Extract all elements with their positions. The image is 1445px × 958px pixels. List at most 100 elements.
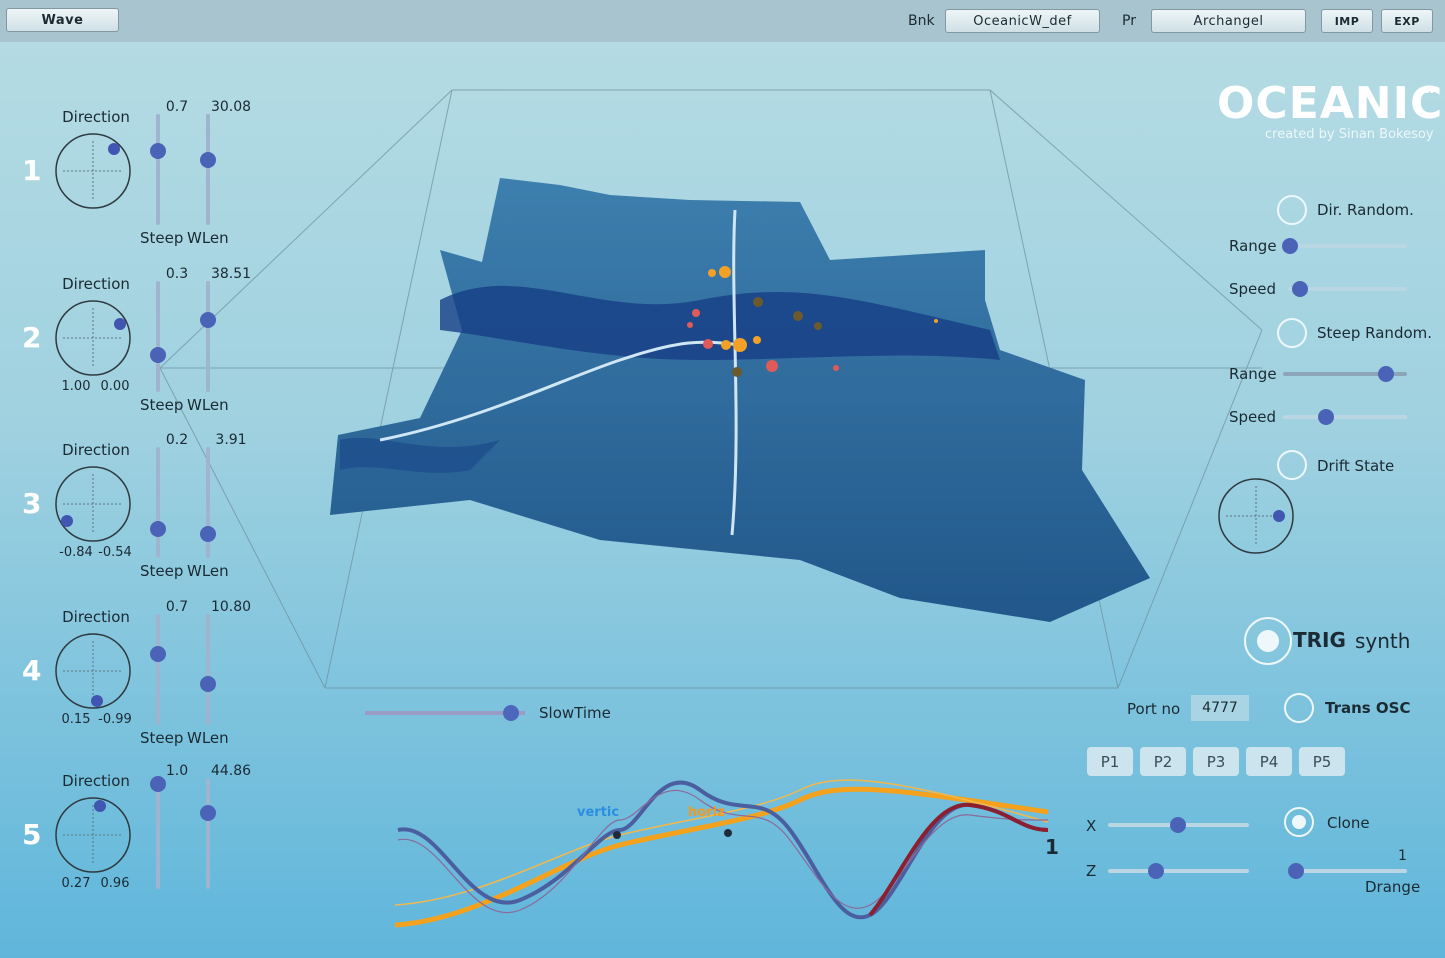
export-button[interactable]: EXP	[1381, 9, 1433, 33]
steep-label: Steep	[140, 729, 184, 747]
wlen-value: 44.86	[210, 763, 252, 779]
bank-dropdown[interactable]: OceanicW_def	[945, 9, 1100, 33]
wlen-slider-handle[interactable]	[200, 526, 216, 542]
clone-toggle-dot[interactable]	[1292, 815, 1306, 829]
slowtime-label: SlowTime	[539, 704, 611, 722]
curve-index: 1	[1045, 835, 1059, 859]
synth-label: synth	[1355, 629, 1411, 653]
preset-button[interactable]: P1	[1087, 747, 1133, 776]
steep-value: 0.2	[165, 432, 189, 448]
wlen-label: WLen	[187, 396, 229, 414]
steep-value: 1.0	[165, 763, 189, 779]
trig-button[interactable]	[1244, 617, 1292, 665]
steep-slider-handle[interactable]	[150, 776, 166, 792]
preset-dropdown[interactable]: Archangel	[1151, 9, 1306, 33]
vertic-label: vertic	[577, 805, 620, 820]
wlen-value: 38.51	[210, 266, 252, 282]
trans-osc-toggle[interactable]	[1284, 693, 1314, 723]
direction-dial[interactable]	[55, 466, 131, 542]
bank-label: Bnk	[908, 13, 935, 29]
steep-range-slider-handle[interactable]	[1378, 366, 1394, 382]
wlen-slider-handle[interactable]	[200, 312, 216, 328]
wlen-label: WLen	[187, 562, 229, 580]
direction-dial-dot[interactable]	[94, 800, 106, 812]
direction-x: -0.84	[59, 545, 93, 560]
port-label: Port no	[1127, 700, 1181, 718]
direction-x: 0.15	[61, 712, 91, 727]
preset-button[interactable]: P5	[1299, 747, 1345, 776]
z-slider-handle[interactable]	[1148, 863, 1164, 879]
drange-slider-handle[interactable]	[1288, 863, 1304, 879]
steep-value: 0.3	[165, 266, 189, 282]
wlen-slider-handle[interactable]	[200, 676, 216, 692]
wireframe	[159, 89, 1263, 689]
import-button[interactable]: IMP	[1321, 9, 1373, 33]
steep-random-label: Steep Random.	[1317, 324, 1433, 342]
direction-label: Direction	[62, 108, 130, 126]
direction-y: -0.99	[98, 712, 132, 727]
drift-dial-dot[interactable]	[1273, 510, 1285, 522]
logo-superscript: w	[1424, 82, 1436, 96]
horiz-label: horiz	[688, 805, 725, 820]
preset-button[interactable]: P2	[1140, 747, 1186, 776]
clone-label: Clone	[1327, 814, 1370, 832]
steep-slider-handle[interactable]	[150, 143, 166, 159]
direction-y: 0.00	[100, 379, 130, 394]
direction-dial-dot[interactable]	[91, 695, 103, 707]
steep-slider-handle[interactable]	[150, 646, 166, 662]
dir-speed-slider-handle[interactable]	[1292, 281, 1308, 297]
dir-range-slider-handle[interactable]	[1282, 238, 1298, 254]
drange-value: 1	[1398, 848, 1407, 864]
wlen-slider-handle[interactable]	[200, 805, 216, 821]
direction-dial-dot[interactable]	[108, 143, 120, 155]
direction-y: 0.96	[100, 876, 130, 891]
wlen-value: 3.91	[215, 432, 247, 448]
wlen-value: 30.08	[210, 99, 252, 115]
x-slider-handle[interactable]	[1170, 817, 1186, 833]
wave-number: 5	[22, 818, 42, 851]
speed-label: Speed	[1229, 280, 1277, 298]
steep-slider-handle[interactable]	[150, 347, 166, 363]
direction-dial-dot[interactable]	[61, 515, 73, 527]
drift-dial[interactable]	[1218, 478, 1294, 554]
direction-dial[interactable]	[55, 300, 131, 376]
direction-dial-dot[interactable]	[114, 318, 126, 330]
wave-number: 1	[22, 154, 42, 187]
direction-label: Direction	[62, 441, 130, 459]
steep-slider-handle[interactable]	[150, 521, 166, 537]
steep-label: Steep	[140, 562, 184, 580]
steep-value: 0.7	[165, 99, 189, 115]
dir-random-toggle[interactable]	[1277, 195, 1307, 225]
direction-dial[interactable]	[55, 797, 131, 873]
steep-random-toggle[interactable]	[1277, 318, 1307, 348]
direction-dial[interactable]	[55, 633, 131, 709]
preset-label: Pr	[1122, 13, 1136, 29]
direction-label: Direction	[62, 772, 130, 790]
port-field[interactable]: 4777	[1191, 695, 1249, 721]
direction-label: Direction	[62, 275, 130, 293]
trig-button-dot[interactable]	[1257, 630, 1279, 652]
trans-osc-label: Trans OSC	[1325, 699, 1411, 717]
drift-state-label: Drift State	[1317, 457, 1395, 475]
trajectory-curves	[394, 779, 1049, 928]
steep-value: 0.7	[165, 599, 189, 615]
preset-button[interactable]: P3	[1193, 747, 1239, 776]
dir-random-label: Dir. Random.	[1317, 201, 1414, 219]
preset-button[interactable]: P4	[1246, 747, 1292, 776]
range-label: Range	[1229, 237, 1277, 255]
slowtime-slider[interactable]	[365, 705, 525, 721]
direction-x: 1.00	[61, 379, 91, 394]
direction-dial[interactable]	[55, 133, 131, 209]
wave-surface	[330, 178, 1150, 622]
logo-credit: created by Sinan Bokesoy	[1265, 127, 1434, 142]
wave-button[interactable]: Wave	[6, 8, 119, 32]
drift-state-toggle[interactable]	[1277, 450, 1307, 480]
steep-speed-slider-handle[interactable]	[1318, 409, 1334, 425]
wave-number: 4	[22, 654, 42, 687]
wlen-slider-handle[interactable]	[200, 152, 216, 168]
clone-toggle[interactable]	[1284, 807, 1314, 837]
wlen-label: WLen	[187, 229, 229, 247]
trig-label: TRIG	[1293, 628, 1346, 652]
steep-label: Steep	[140, 396, 184, 414]
